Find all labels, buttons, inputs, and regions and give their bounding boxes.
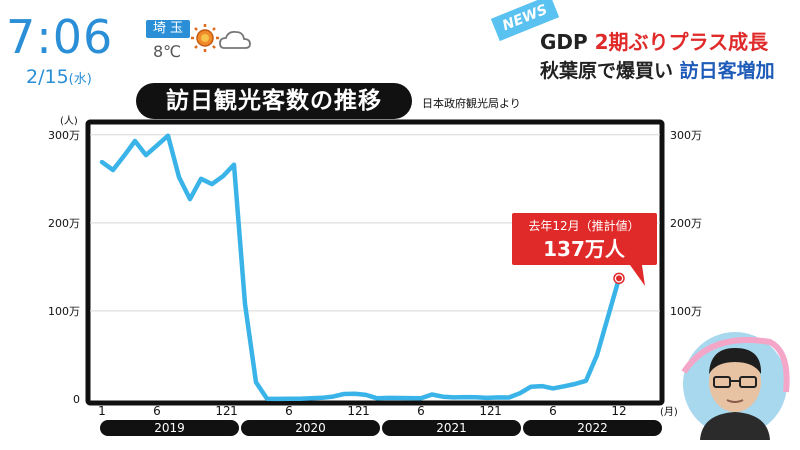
- y-unit-label: (人): [60, 115, 78, 127]
- x-tick-label: 6: [153, 404, 161, 418]
- sun-icon: [191, 24, 219, 52]
- cloud-icon: [219, 30, 251, 49]
- chart-title: 訪日観光客数の推移: [136, 83, 412, 119]
- headline-1-b: 2期ぶりプラス成長: [594, 30, 769, 54]
- headline-panel: [530, 24, 800, 84]
- year-bar: [100, 420, 239, 436]
- annotation-label-2: 137万人: [543, 237, 626, 261]
- x-tick-label: 6: [417, 404, 425, 418]
- y-tick-label: 100万: [48, 305, 80, 318]
- date-value: 2/15: [26, 66, 69, 88]
- chart-source: 日本政府観光局より: [422, 97, 521, 110]
- annotation-box: [512, 213, 657, 265]
- right-tick-label: 100万: [670, 305, 702, 318]
- x-tick-label: 1: [494, 404, 502, 418]
- x-tick-label: 1: [362, 404, 370, 418]
- x-tick-label: 12: [215, 404, 230, 418]
- headline-line-2: 秋葉原で爆買い 訪日客増加: [540, 56, 775, 83]
- headline-2-b: 訪日客増加: [679, 60, 775, 82]
- annotation-label-1: 去年12月（推計値）: [528, 218, 639, 233]
- x-tick-label: 6: [549, 404, 557, 418]
- year-label: 2020: [295, 421, 326, 435]
- x-tick-label: 1: [230, 404, 238, 418]
- clock-date: 2/15(水): [26, 66, 92, 88]
- x-tick-label: 12: [611, 404, 626, 418]
- prefecture-badge: 埼 玉: [146, 20, 190, 38]
- headline-2-a: 秋葉原で爆買い: [540, 60, 680, 82]
- year-label: 2019: [154, 421, 185, 435]
- top-bar: 7:06 2/15(水) 埼 玉 8℃ NEWS GDP 2期ぶりプラス成長 秋…: [0, 0, 800, 104]
- weather-icons: [191, 24, 251, 52]
- right-tick-label: 300万: [670, 129, 702, 142]
- y-tick-label: 0: [73, 393, 80, 406]
- last-point-dot: [616, 275, 622, 282]
- temperature: 8℃: [153, 42, 182, 61]
- x-unit-label: (月): [660, 406, 678, 418]
- year-bar: [523, 420, 662, 436]
- right-tick-label: 200万: [670, 217, 702, 230]
- x-tick-label: 12: [347, 404, 362, 418]
- plot-frame: [85, 119, 665, 406]
- year-label: 2021: [436, 421, 467, 435]
- x-tick-label: 12: [479, 404, 494, 418]
- y-tick-label: 200万: [48, 217, 80, 230]
- presenter-avatar: [681, 332, 790, 440]
- headline-1-a: GDP: [540, 30, 595, 54]
- weekday: (水): [68, 72, 92, 87]
- x-tick-label: 1: [98, 404, 106, 418]
- series-line: [99, 133, 622, 402]
- year-bar: [241, 420, 380, 436]
- clock-time: 7:06: [6, 10, 114, 64]
- y-tick-label: 300万: [48, 129, 80, 142]
- headline-line-1: GDP 2期ぶりプラス成長: [540, 26, 768, 55]
- annotation-pointer: [630, 265, 645, 286]
- x-tick-label: 6: [285, 404, 293, 418]
- year-label: 2022: [577, 421, 608, 435]
- year-bar: [382, 420, 521, 436]
